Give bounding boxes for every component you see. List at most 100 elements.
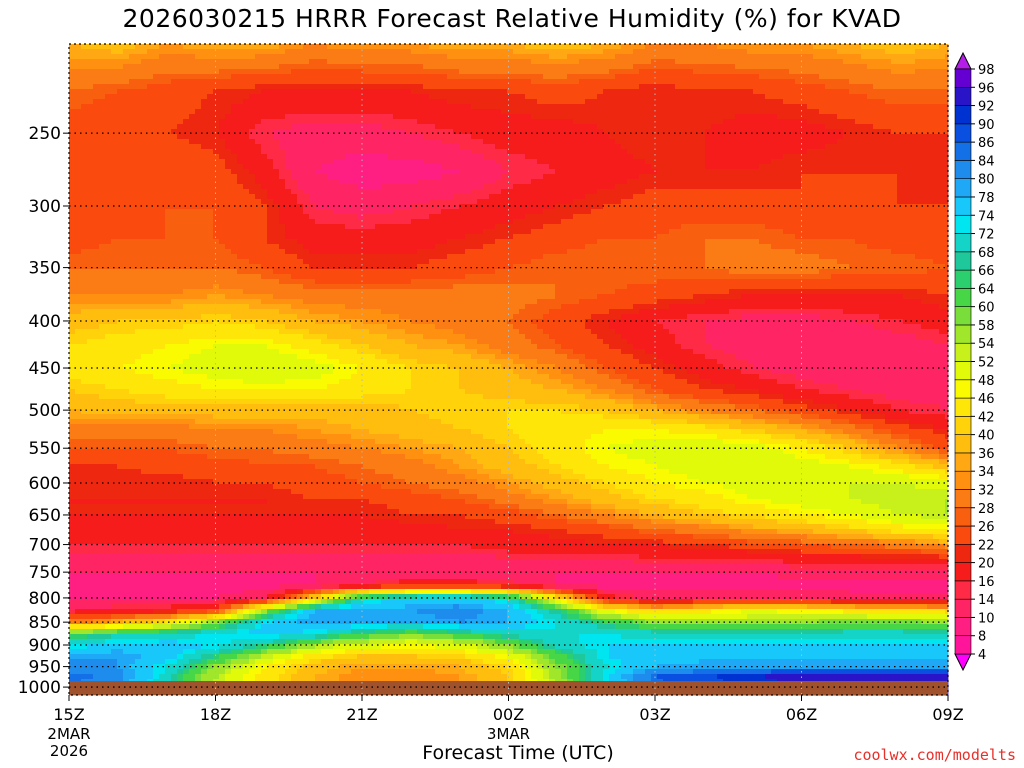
rh-cell [495,159,502,165]
rh-cell [177,104,184,110]
rh-cell [759,74,766,80]
rh-cell [573,49,580,55]
rh-cell [861,114,868,120]
rh-cell [795,184,802,190]
rh-cell [297,174,304,180]
rh-cell [741,79,748,85]
rh-cell [369,114,376,120]
rh-cell [801,74,808,80]
rh-cell [657,64,664,70]
rh-cell [111,149,118,155]
rh-cell [279,64,286,70]
rh-cell [681,194,688,200]
rh-cell [327,114,334,120]
rh-cell [921,109,928,115]
rh-cell [675,94,682,100]
rh-cell [255,54,262,60]
rh-cell [489,114,496,120]
rh-cell [75,149,82,155]
rh-cell [567,99,574,105]
rh-cell [513,149,520,155]
rh-cell [723,139,730,145]
rh-cell [165,59,172,65]
rh-cell [777,149,784,155]
rh-cell [537,199,544,205]
rh-cell [273,94,280,100]
rh-cell [117,59,124,65]
rh-cell [531,204,538,210]
rh-cell [909,64,916,70]
rh-cell [279,194,286,200]
rh-cell [741,84,748,90]
rh-cell [525,164,532,170]
rh-cell [285,114,292,120]
rh-cell [435,139,442,145]
rh-cell [417,79,424,85]
rh-cell [609,174,616,180]
rh-cell [483,209,490,215]
rh-cell [651,134,658,140]
rh-cell [231,179,238,185]
rh-cell [639,194,646,200]
rh-cell [165,84,172,90]
rh-cell [717,64,724,70]
rh-cell [273,59,280,65]
rh-cell [189,144,196,150]
rh-cell [111,54,118,60]
rh-cell [333,169,340,175]
rh-cell [447,159,454,165]
rh-cell [429,84,436,90]
rh-cell [513,69,520,75]
rh-cell [315,129,322,135]
rh-cell [699,124,706,130]
rh-cell [495,79,502,85]
rh-cell [345,199,352,205]
rh-cell [657,209,664,215]
rh-cell [255,119,262,125]
rh-cell [879,99,886,105]
rh-cell [459,204,466,210]
rh-cell [195,179,202,185]
rh-cell [873,169,880,175]
rh-cell [807,134,814,140]
rh-cell [183,54,190,60]
rh-cell [873,79,880,85]
rh-cell [645,69,652,75]
rh-cell [741,159,748,165]
rh-cell [411,114,418,120]
rh-cell [261,104,268,110]
rh-cell [303,174,310,180]
rh-cell [699,64,706,70]
rh-cell [423,129,430,135]
rh-cell [837,119,844,125]
rh-cell [261,154,268,160]
rh-cell [477,79,484,85]
rh-cell [717,114,724,120]
rh-cell [495,154,502,160]
rh-cell [507,204,514,210]
rh-cell [447,69,454,75]
rh-cell [471,69,478,75]
rh-cell [813,194,820,200]
rh-cell [189,79,196,85]
rh-cell [375,49,382,55]
rh-cell [711,99,718,105]
rh-cell [855,204,862,210]
rh-cell [189,109,196,115]
rh-cell [651,174,658,180]
rh-cell [567,79,574,85]
rh-cell [681,114,688,120]
rh-cell [369,44,376,50]
rh-cell [447,149,454,155]
rh-cell [753,69,760,75]
rh-cell [705,134,712,140]
rh-cell [291,144,298,150]
rh-cell [909,154,916,160]
rh-cell [537,184,544,190]
rh-cell [447,99,454,105]
rh-cell [549,109,556,115]
rh-cell [69,134,76,140]
rh-cell [699,79,706,85]
rh-cell [615,189,622,195]
rh-cell [291,194,298,200]
